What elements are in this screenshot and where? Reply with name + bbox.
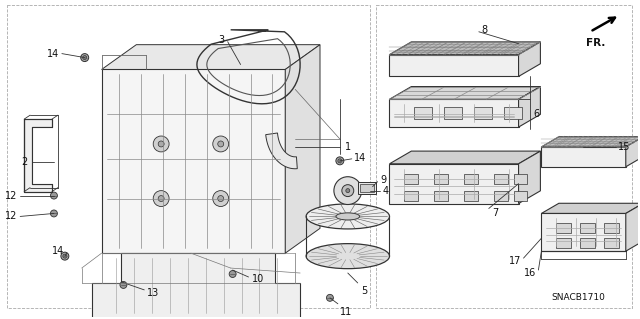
Polygon shape (24, 119, 52, 192)
Bar (358, 182, 376, 194)
Circle shape (326, 294, 333, 301)
Circle shape (51, 210, 58, 217)
Circle shape (61, 252, 69, 260)
Bar (414, 107, 432, 119)
Polygon shape (518, 42, 540, 77)
Text: 5: 5 (361, 286, 367, 296)
Circle shape (81, 54, 89, 62)
Circle shape (218, 196, 224, 202)
Circle shape (218, 141, 224, 147)
Polygon shape (285, 45, 320, 253)
Text: 10: 10 (252, 274, 264, 284)
Text: 7: 7 (492, 208, 498, 219)
Bar (513, 174, 527, 184)
Circle shape (120, 281, 127, 288)
Text: 3: 3 (219, 35, 225, 45)
Text: 4: 4 (383, 186, 388, 196)
Circle shape (158, 196, 164, 202)
Polygon shape (390, 164, 518, 204)
Circle shape (63, 254, 67, 258)
Bar (464, 191, 478, 201)
Bar (7, 5, 370, 308)
Circle shape (346, 189, 350, 193)
Text: 12: 12 (5, 190, 17, 201)
Bar (604, 223, 619, 233)
Circle shape (338, 159, 342, 163)
Bar (604, 238, 619, 248)
Bar (434, 174, 448, 184)
Text: 11: 11 (340, 307, 352, 317)
Polygon shape (390, 55, 518, 77)
Ellipse shape (306, 244, 390, 269)
Text: 14: 14 (47, 48, 59, 59)
Circle shape (212, 191, 228, 206)
Polygon shape (626, 137, 640, 167)
Circle shape (153, 191, 169, 206)
Circle shape (158, 141, 164, 147)
Bar (556, 223, 571, 233)
Circle shape (336, 157, 344, 165)
Polygon shape (626, 203, 640, 251)
Polygon shape (102, 45, 320, 70)
Polygon shape (518, 86, 540, 127)
Text: 14: 14 (52, 246, 64, 256)
Text: 17: 17 (509, 256, 522, 266)
Bar (580, 238, 595, 248)
Bar (556, 238, 571, 248)
Polygon shape (390, 99, 518, 127)
Text: 6: 6 (534, 109, 540, 119)
Circle shape (334, 177, 362, 204)
Text: SNACB1710: SNACB1710 (551, 293, 605, 302)
Bar (404, 191, 419, 201)
Text: 16: 16 (524, 268, 536, 278)
Text: FR.: FR. (586, 38, 605, 48)
Bar (404, 174, 419, 184)
Circle shape (342, 185, 354, 197)
Circle shape (229, 271, 236, 278)
Polygon shape (541, 203, 640, 213)
Ellipse shape (306, 204, 390, 229)
Text: 2: 2 (21, 157, 27, 167)
Circle shape (153, 136, 169, 152)
Text: 12: 12 (5, 211, 17, 221)
Polygon shape (390, 42, 540, 55)
Text: 13: 13 (147, 288, 159, 298)
Bar (376, 5, 632, 308)
Polygon shape (102, 70, 285, 253)
Bar (513, 191, 527, 201)
Circle shape (51, 192, 58, 199)
Polygon shape (390, 151, 540, 164)
Bar (474, 107, 492, 119)
Bar (580, 223, 595, 233)
Text: 8: 8 (482, 25, 488, 35)
Polygon shape (518, 151, 540, 204)
Polygon shape (266, 133, 298, 169)
Bar (444, 107, 462, 119)
Ellipse shape (336, 213, 360, 220)
Circle shape (83, 56, 86, 60)
Polygon shape (92, 253, 300, 318)
Bar (434, 191, 448, 201)
Polygon shape (541, 137, 640, 147)
Text: 1: 1 (345, 142, 351, 152)
Polygon shape (541, 147, 626, 167)
Bar (360, 184, 374, 192)
Polygon shape (32, 127, 52, 184)
Bar (493, 191, 508, 201)
Text: 15: 15 (618, 142, 630, 152)
Circle shape (212, 136, 228, 152)
Polygon shape (541, 213, 626, 251)
Text: 14: 14 (354, 153, 366, 163)
Bar (493, 174, 508, 184)
Bar (464, 174, 478, 184)
Text: 9: 9 (381, 175, 387, 185)
Polygon shape (390, 86, 540, 99)
Bar (504, 107, 522, 119)
